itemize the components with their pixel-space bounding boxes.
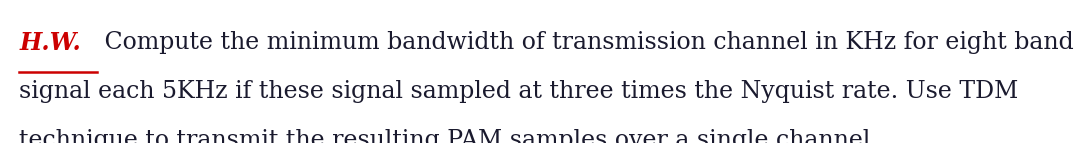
Text: signal each 5KHz if these signal sampled at three times the Nyquist rate. Use TD: signal each 5KHz if these signal sampled… bbox=[19, 80, 1018, 103]
Text: technique to transmit the resulting PAM samples over a single channel.: technique to transmit the resulting PAM … bbox=[19, 129, 878, 143]
Text: Compute the minimum bandwidth of transmission channel in KHz for eight band: Compute the minimum bandwidth of transmi… bbox=[97, 31, 1074, 54]
Text: H.W.: H.W. bbox=[19, 31, 81, 55]
